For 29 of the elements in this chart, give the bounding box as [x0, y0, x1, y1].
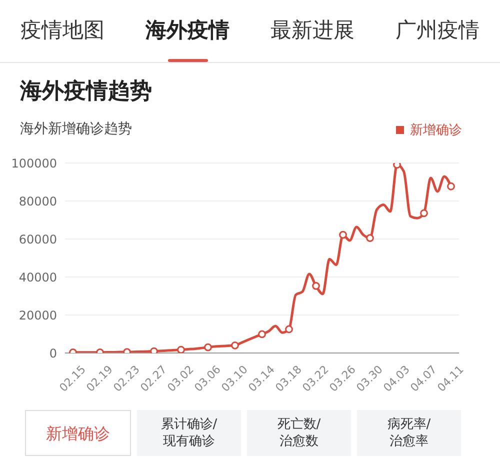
y-tick-label: 60000 — [18, 232, 57, 246]
text: 海外疫情 — [144, 17, 230, 44]
y-tick-label: 100000 — [11, 156, 57, 170]
point — [204, 343, 212, 352]
chart-subtitle: 海外新增确诊趋势 — [20, 120, 132, 138]
y-tick-label: 0 — [49, 346, 57, 360]
point — [312, 282, 320, 290]
point — [447, 182, 455, 190]
text: 广州疫情 — [394, 17, 480, 44]
text: 死亡数/ 治愈数 — [247, 410, 351, 456]
point — [420, 209, 428, 218]
legend-label: 新增确诊 — [409, 122, 462, 139]
point — [285, 325, 293, 334]
text: 新增确诊 — [25, 410, 131, 456]
point — [258, 330, 266, 338]
text: 最新进展 — [270, 17, 356, 44]
y-tick-label: 80000 — [18, 194, 57, 208]
text: 疫情地图 — [20, 17, 106, 44]
y-tick-label: 40000 — [18, 270, 57, 284]
chart-title: 海外疫情趋势 — [20, 78, 152, 106]
text: 累计确诊/ 现有确诊 — [137, 410, 241, 456]
point — [177, 346, 185, 353]
text: 病死率/ 治愈率 — [357, 410, 461, 456]
point — [366, 234, 374, 242]
y-tick-label: 20000 — [18, 308, 57, 322]
point — [393, 163, 401, 169]
point — [231, 341, 239, 350]
point — [339, 230, 347, 239]
point — [150, 347, 158, 353]
